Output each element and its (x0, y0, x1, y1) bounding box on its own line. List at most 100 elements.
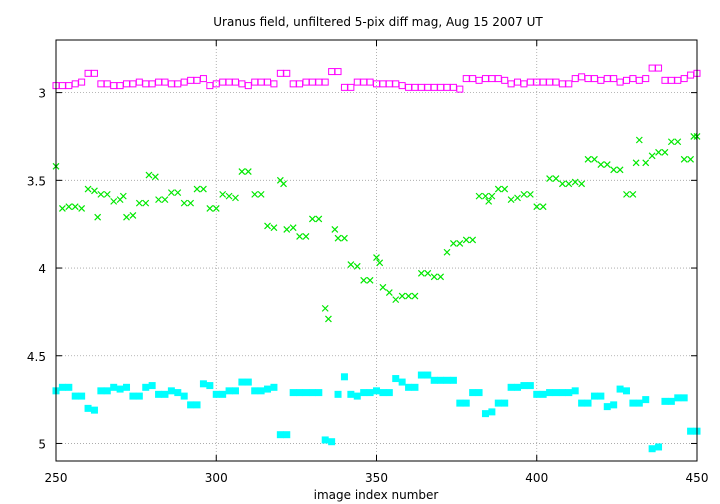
filled-square-point (680, 394, 688, 402)
open-square-point (276, 69, 284, 77)
filled-square-point (71, 392, 79, 400)
open-square-point (129, 80, 137, 88)
x-marker-point (405, 292, 412, 300)
filled-square-point (494, 399, 502, 407)
open-square-point (187, 76, 195, 84)
open-square-point (251, 78, 259, 86)
filled-square-point (417, 371, 425, 379)
open-square-point (680, 75, 688, 83)
open-square-point (635, 76, 643, 84)
filled-square-point (174, 389, 182, 397)
x-marker-point (533, 203, 541, 211)
x-marker-point (449, 240, 457, 247)
x-marker-point (180, 199, 188, 207)
open-square-point (78, 78, 86, 86)
x-marker-point (687, 155, 695, 163)
x-marker-point (424, 269, 432, 277)
filled-square-point (449, 376, 457, 384)
open-square-point (597, 76, 605, 84)
x-marker-point (661, 148, 669, 156)
x-marker-point (58, 204, 66, 212)
open-square-point (661, 76, 669, 84)
filled-square-point (270, 383, 278, 391)
x-marker-point (366, 276, 374, 284)
x-marker-point (341, 234, 348, 242)
open-square-point (398, 82, 406, 90)
open-square-point (193, 76, 201, 84)
open-square-point (244, 82, 252, 90)
open-square-point (167, 80, 175, 88)
open-square-point (270, 80, 278, 88)
open-square-point (411, 83, 419, 91)
x-marker-point (225, 192, 233, 200)
open-square-point (135, 78, 143, 86)
x-marker-point (520, 190, 528, 198)
x-marker-point (331, 226, 339, 233)
filled-square-point (65, 383, 73, 391)
filled-square-point (481, 410, 489, 418)
filled-square-point (257, 387, 265, 395)
x-marker-point (507, 196, 515, 204)
open-square-point (84, 69, 92, 77)
x-marker-point (539, 203, 547, 211)
open-square-point (328, 68, 336, 76)
filled-square-point (264, 385, 272, 393)
filled-square-point (187, 401, 195, 409)
filled-square-point (616, 385, 624, 393)
filled-square-point (308, 389, 316, 397)
x-marker-point (244, 168, 252, 175)
open-square-point (366, 78, 374, 86)
filled-square-point (180, 392, 188, 400)
open-square-point (225, 78, 233, 86)
x-marker-point (325, 315, 332, 323)
open-square-point (116, 82, 124, 90)
open-square-point (90, 69, 98, 77)
open-square-point (655, 64, 663, 72)
open-square-point (449, 83, 457, 91)
x-marker-point (308, 215, 316, 223)
filled-square-point (584, 399, 592, 407)
filled-square-point (251, 387, 259, 395)
filled-square-point (135, 392, 143, 400)
filled-square-point (424, 371, 432, 379)
filled-square-point (462, 399, 470, 407)
x-marker-point (411, 292, 419, 300)
x-marker-point (655, 148, 662, 156)
x-tick-label: 350 (365, 471, 388, 485)
filled-square-point (206, 382, 214, 390)
x-marker-point (680, 155, 688, 163)
filled-square-point (225, 387, 233, 395)
x-marker-point (437, 273, 445, 281)
filled-square-point (488, 408, 496, 416)
x-marker-point (501, 185, 509, 193)
open-square-point (552, 78, 560, 86)
filled-square-point (283, 431, 291, 439)
x-marker-point (251, 190, 259, 198)
open-square-point (360, 78, 368, 86)
x-marker-point (219, 190, 227, 198)
x-marker-point (623, 190, 630, 198)
filled-square-point (161, 390, 169, 398)
open-square-point (180, 78, 188, 86)
filled-square-point (276, 431, 284, 439)
open-square-point (629, 75, 637, 83)
x-marker-point (103, 190, 111, 198)
x-marker-point (603, 161, 611, 168)
y-tick-label: 4.5 (27, 350, 46, 364)
y-tick-label: 3 (38, 87, 46, 101)
x-marker-point (97, 190, 105, 198)
open-square-point (417, 83, 425, 91)
filled-square-point (142, 383, 150, 391)
filled-square-point (552, 389, 560, 397)
filled-square-point (546, 389, 554, 397)
open-square-point (347, 83, 355, 91)
x-marker-point (591, 155, 598, 163)
filled-square-point (565, 389, 573, 397)
open-square-point (142, 80, 150, 88)
open-square-point (488, 75, 496, 83)
open-square-point (155, 78, 163, 86)
open-square-point (405, 83, 413, 91)
filled-square-point (385, 389, 393, 397)
filled-square-point (398, 378, 406, 386)
filled-square-point (411, 383, 419, 391)
